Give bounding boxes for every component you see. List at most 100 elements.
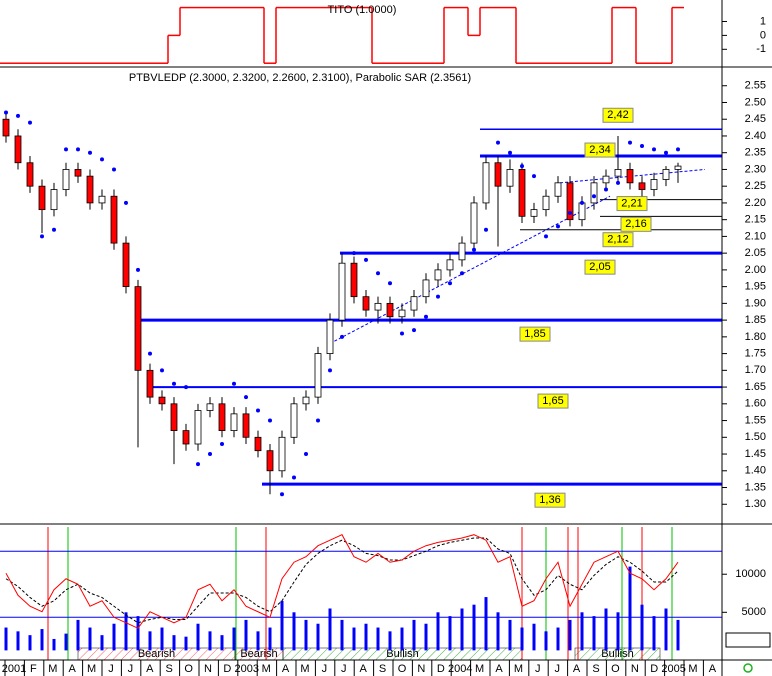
y-tick-label: 2.05 — [745, 247, 766, 259]
volume-bar — [136, 616, 140, 651]
sar-dot — [604, 187, 608, 192]
x-tick-label: A — [573, 663, 581, 675]
candle-body — [314, 353, 322, 398]
sar-dot — [412, 328, 416, 333]
sar-dot — [544, 234, 548, 239]
candle-body — [302, 396, 310, 405]
sar-dot — [280, 492, 284, 497]
y-tick-label: 2.10 — [745, 230, 766, 242]
sar-dot — [28, 120, 32, 125]
candle-body — [2, 118, 10, 137]
volume-bar — [652, 616, 656, 651]
level-label-box — [519, 326, 551, 342]
sar-dot — [184, 385, 188, 390]
candle-body — [338, 262, 346, 321]
level-label-box — [584, 259, 616, 275]
candle-body — [554, 182, 562, 197]
volume-bar — [412, 619, 416, 651]
y-tick-label: 1.40 — [745, 465, 766, 477]
candle-body — [386, 302, 394, 318]
volume-bar — [52, 638, 56, 651]
volume-bar — [304, 619, 308, 651]
y-tick-label: 1.75 — [745, 347, 766, 359]
indicator-title: TITO (1.0000) — [328, 4, 397, 16]
y-tick-label: 5000 — [742, 606, 766, 618]
y-tick-label: 1.60 — [745, 398, 766, 410]
sar-dot — [520, 164, 524, 169]
y-tick-label: -1 — [756, 43, 766, 55]
level-label: 2,42 — [607, 109, 628, 121]
x-tick-label: 2005 — [661, 663, 685, 675]
x-tick-label: A — [69, 663, 77, 675]
sar-dot — [76, 147, 80, 152]
volume-bar — [640, 604, 644, 651]
sar-dot — [100, 157, 104, 162]
sar-dot — [568, 210, 572, 215]
candle-body — [182, 430, 190, 445]
x-tick-label: M — [688, 663, 697, 675]
volume-bar — [184, 636, 188, 651]
sar-dot — [388, 281, 392, 286]
candle-body — [14, 135, 22, 164]
volume-bar — [172, 635, 176, 651]
trend-line — [329, 195, 611, 344]
stochastic-k — [5, 534, 679, 629]
candle-body — [422, 279, 430, 298]
sar-dot — [436, 294, 440, 299]
sar-dot — [256, 408, 260, 413]
x-tick-label: N — [631, 663, 639, 675]
volume-bar — [280, 600, 284, 651]
x-tick-label: O — [611, 663, 620, 675]
stochastic-d — [5, 537, 679, 624]
level-label: 2,21 — [621, 197, 642, 209]
volume-bar — [532, 623, 536, 651]
sar-dot — [580, 200, 584, 205]
candle-body — [326, 319, 334, 354]
y-tick-label: 2.20 — [745, 197, 766, 209]
volume-bar — [364, 623, 368, 651]
y-tick-label: 2.55 — [745, 80, 766, 92]
y-tick-label: 1.85 — [745, 314, 766, 326]
x-tick-label: S — [592, 663, 599, 675]
x-tick-label: M — [262, 663, 271, 675]
candle-body — [410, 296, 418, 311]
candle-body — [662, 169, 670, 180]
level-label-box — [602, 232, 634, 248]
y-tick-label: 1.30 — [745, 498, 766, 510]
y-tick-label: 2.50 — [745, 96, 766, 108]
candle-body — [446, 259, 454, 271]
y-tick-label: 1.90 — [745, 297, 766, 309]
volume-bar — [64, 633, 68, 651]
volume-bar — [316, 623, 320, 651]
sar-dot — [136, 267, 140, 272]
level-label-box — [616, 196, 648, 212]
y-tick-label: 2.35 — [745, 147, 766, 159]
level-label: 2,34 — [589, 144, 610, 156]
x-tick-label: S — [379, 663, 386, 675]
candle-body — [374, 302, 382, 311]
volume-bar — [388, 631, 392, 651]
trend-region-label: Bearish — [138, 648, 175, 660]
volume-bar — [556, 627, 560, 651]
sar-dot — [196, 462, 200, 467]
chart-title: PTBVLEDP (2.3000, 2.3200, 2.2600, 2.3100… — [129, 72, 471, 84]
volume-bar — [376, 627, 380, 651]
volume-bar — [232, 627, 236, 651]
x-tick-label: D — [437, 663, 445, 675]
candle-body — [494, 162, 502, 187]
candle-body — [674, 165, 682, 170]
y-tick-label: 1 — [760, 15, 766, 27]
volume-bar — [124, 612, 128, 651]
y-tick-label: 0 — [760, 29, 766, 41]
marks-layer: 1 0 -1 2.55 2.50 2.45 2.40 2.35 2.30 2.25 2.20 2.15… — [0, 6, 766, 675]
y-tick-label: 2.15 — [745, 214, 766, 226]
sar-dot — [148, 351, 152, 356]
candle-body — [482, 162, 490, 204]
x-tick-label: M — [48, 663, 57, 675]
candle-body — [542, 195, 550, 211]
x-tick-label: A — [360, 663, 368, 675]
candle-body — [206, 403, 214, 411]
candle-body — [278, 436, 286, 472]
sar-dot — [616, 180, 620, 185]
volume-bar — [400, 627, 404, 651]
